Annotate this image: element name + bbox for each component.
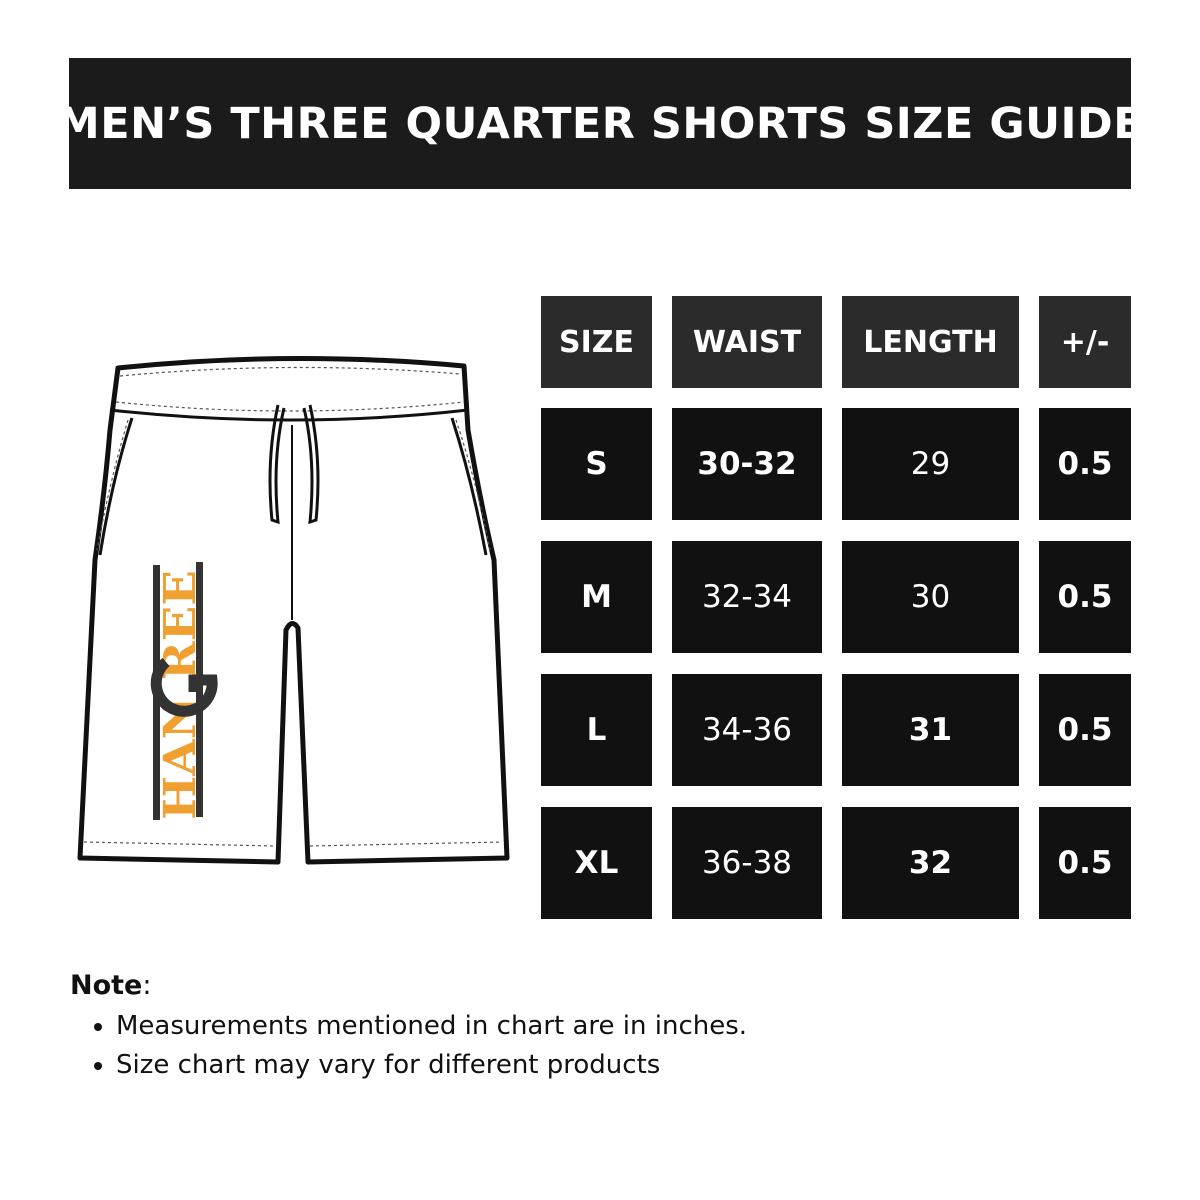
cell-waist: 34-36 <box>672 674 822 786</box>
hangree-logo: HAN REE <box>150 562 218 820</box>
header-size: SIZE <box>541 296 652 388</box>
cell-waist: 36-38 <box>672 807 822 919</box>
cell-length: 32 <box>842 807 1019 919</box>
cell-length: 31 <box>842 674 1019 786</box>
header-tolerance: +/- <box>1039 296 1131 388</box>
note-item: Measurements mentioned in chart are in i… <box>116 1007 747 1046</box>
cell-tolerance: 0.5 <box>1039 408 1131 520</box>
page-title: MEN’S THREE QUARTER SHORTS SIZE GUIDE <box>56 98 1144 149</box>
note-label: Note <box>70 970 143 1001</box>
cell-waist: 30-32 <box>672 408 822 520</box>
note-colon: : <box>142 970 152 1001</box>
header-waist: WAIST <box>672 296 822 388</box>
cell-tolerance: 0.5 <box>1039 541 1131 653</box>
shorts-illustration: HAN REE <box>77 355 510 865</box>
cell-size: L <box>541 674 652 786</box>
cell-tolerance: 0.5 <box>1039 674 1131 786</box>
note-item: Size chart may vary for different produc… <box>116 1046 747 1085</box>
header-length: LENGTH <box>842 296 1019 388</box>
cell-length: 29 <box>842 408 1019 520</box>
cell-length: 30 <box>842 541 1019 653</box>
cell-size: XL <box>541 807 652 919</box>
cell-waist: 32-34 <box>672 541 822 653</box>
cell-size: S <box>541 408 652 520</box>
title-banner: MEN’S THREE QUARTER SHORTS SIZE GUIDE <box>57 58 1143 189</box>
cell-size: M <box>541 541 652 653</box>
note-section: Note: Measurements mentioned in chart ar… <box>70 970 747 1085</box>
cell-tolerance: 0.5 <box>1039 807 1131 919</box>
note-list: Measurements mentioned in chart are in i… <box>70 1007 747 1085</box>
